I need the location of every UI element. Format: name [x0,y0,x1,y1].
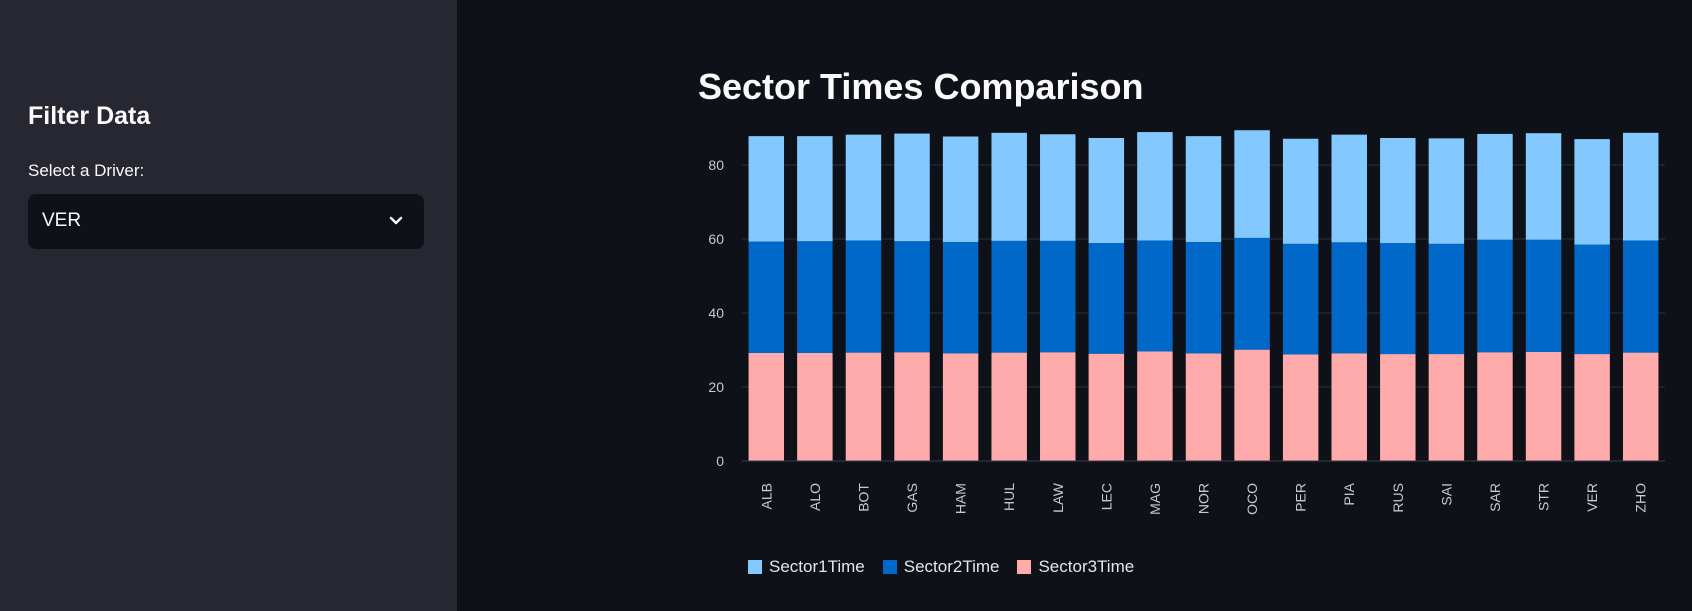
bar-pia-sector3time[interactable] [1331,353,1367,461]
x-tick-label: VER [1584,483,1600,512]
x-tick-label: STR [1536,483,1552,511]
bar-sai-sector3time[interactable] [1428,354,1465,461]
legend-swatch-sector3 [1017,560,1032,574]
bar-mag-sector1time[interactable] [1137,132,1173,241]
legend-swatch-sector2 [882,560,897,574]
bar-ver-sector1time[interactable] [1574,139,1610,245]
x-tick-label: MAG [1147,483,1163,515]
legend-item-sector1[interactable]: Sector1Time [748,557,865,577]
x-tick-label: RUS [1390,483,1406,513]
bar-oco-sector2time[interactable] [1234,237,1270,350]
bar-law-sector2time[interactable] [1040,240,1076,353]
bar-nor-sector1time[interactable] [1185,136,1222,242]
bar-per-sector3time[interactable] [1282,354,1319,461]
x-tick-label: LAW [1050,482,1066,513]
bar-ham-sector1time[interactable] [942,136,979,242]
bar-gas-sector3time[interactable] [894,352,930,461]
bar-rus-sector3time[interactable] [1380,354,1416,461]
legend-item-sector3[interactable]: Sector3Time [1017,557,1134,577]
bar-lec-sector3time[interactable] [1088,353,1125,461]
bar-law-sector3time[interactable] [1040,352,1076,461]
legend-swatch-sector1 [748,560,762,574]
x-tick-label: SAR [1487,483,1503,512]
x-tick-label: ZHO [1633,483,1649,513]
bar-per-sector1time[interactable] [1282,138,1319,244]
x-tick-label: SAI [1438,483,1454,506]
y-tick-label: 80 [708,157,724,173]
bar-sar-sector3time[interactable] [1477,352,1513,461]
driver-select[interactable]: VER [28,194,424,249]
bar-gas-sector2time[interactable] [894,241,930,353]
bar-zho-sector1time[interactable] [1622,132,1659,241]
bar-sar-sector2time[interactable] [1477,239,1513,353]
bar-rus-sector1time[interactable] [1380,137,1416,244]
bar-alb-sector3time[interactable] [748,352,785,461]
y-tick-label: 40 [708,305,724,321]
legend-item-sector2[interactable]: Sector2Time [882,557,1000,577]
x-tick-label: NOR [1196,483,1212,514]
bar-ham-sector3time[interactable] [942,353,979,461]
bar-alb-sector1time[interactable] [748,136,785,242]
x-tick-label: HAM [953,483,969,514]
bar-mag-sector3time[interactable] [1137,351,1173,461]
driver-select-value: VER [42,210,82,231]
bar-alo-sector1time[interactable] [797,136,833,242]
legend-label-sector1: Sector1Time [769,557,865,576]
bar-ver-sector3time[interactable] [1574,354,1610,461]
bar-alb-sector2time[interactable] [748,241,785,353]
sector-times-chart: 0 20 40 60 80 ALB ALO BOT GAS HAM HUL LAW LEC MAG NOR O… [708,130,1665,515]
bar-sai-sector1time[interactable] [1428,138,1465,244]
bar-alo-sector3time[interactable] [797,352,833,461]
bar-oco-sector3time[interactable] [1234,349,1270,461]
bar-alo-sector2time[interactable] [797,241,833,353]
chevron-down-icon [389,216,403,225]
bar-str-sector1time[interactable] [1525,133,1562,240]
bar-zho-sector3time[interactable] [1622,352,1659,461]
bar-hul-sector2time[interactable] [991,240,1027,353]
bar-bot-sector3time[interactable] [845,352,882,461]
bar-lec-sector2time[interactable] [1088,243,1125,354]
bar-str-sector2time[interactable] [1525,239,1562,352]
bar-nor-sector2time[interactable] [1185,241,1222,354]
y-tick-label: 20 [708,379,724,395]
x-tick-label: ALB [758,483,774,509]
bar-oco-sector1time[interactable] [1234,130,1270,238]
bar-ham-sector2time[interactable] [942,241,979,354]
bar-lec-sector1time[interactable] [1088,137,1125,244]
x-tick-label: OCO [1244,483,1260,515]
bar-pia-sector2time[interactable] [1331,242,1367,354]
bar-hul-sector1time[interactable] [991,132,1027,241]
sidebar-title: Filter Data [28,102,151,130]
bar-sai-sector2time[interactable] [1428,243,1465,355]
bar-rus-sector2time[interactable] [1380,243,1416,355]
bar-nor-sector3time[interactable] [1185,353,1222,461]
bar-zho-sector2time[interactable] [1622,240,1659,353]
bar-bot-sector1time[interactable] [845,134,882,241]
x-tick-label: GAS [904,483,920,513]
driver-select-label: Select a Driver: [28,161,145,180]
bar-gas-sector1time[interactable] [894,133,930,242]
legend-label-sector2: Sector2Time [903,557,1000,576]
bar-per-sector2time[interactable] [1282,243,1319,355]
y-tick-label: 0 [716,453,724,469]
legend-label-sector3: Sector3Time [1038,557,1135,576]
bar-ver-sector2time[interactable] [1574,244,1610,355]
x-tick-label: LEC [1098,483,1114,510]
bar-hul-sector3time[interactable] [991,352,1027,461]
sidebar: Filter Data Select a Driver: VER [0,0,457,611]
x-tick-label: BOT [855,483,871,512]
x-tick-label: ALO [807,483,823,511]
bar-mag-sector2time[interactable] [1137,240,1173,352]
page-title: Sector Times Comparison [698,66,1144,107]
bar-bot-sector2time[interactable] [845,240,882,353]
bar-law-sector1time[interactable] [1040,134,1076,241]
bar-pia-sector1time[interactable] [1331,134,1367,243]
x-tick-label: PIA [1341,482,1357,505]
bar-sar-sector1time[interactable] [1477,133,1513,240]
chart-legend: Sector1Time Sector2Time Sector3Time [748,557,1134,577]
bar-str-sector3time[interactable] [1525,351,1562,461]
x-tick-label: PER [1293,483,1309,512]
x-tick-label: HUL [1001,483,1017,511]
y-tick-label: 60 [708,231,724,247]
